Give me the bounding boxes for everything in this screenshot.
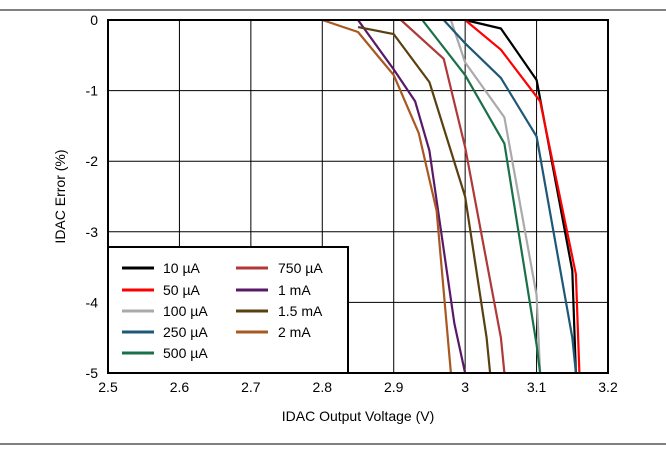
series-line — [421, 19, 542, 374]
legend: 10 µA 50 µA 100 µA 250 µA 500 µA 750 µA 1 mA 1.… — [107, 246, 349, 374]
legend-label: 10 µA — [163, 260, 201, 276]
x-axis-label: IDAC Output Voltage (V) — [282, 408, 435, 424]
x-tick-labels: 2.5 2.6 2.7 2.8 2.9 3 3.1 3.2 — [98, 379, 618, 395]
x-tick-label: 2.8 — [313, 379, 333, 395]
legend-label: 2 mA — [278, 324, 311, 340]
series-layer — [321, 18, 581, 374]
y-tick-label: -5 — [86, 365, 99, 381]
legend-label: 250 µA — [163, 324, 208, 340]
y-tick-labels: 0 -1 -2 -3 -4 -5 — [86, 12, 99, 381]
x-tick-label: 3 — [461, 379, 469, 395]
series-line — [357, 19, 467, 374]
x-tick-label: 3.1 — [527, 379, 547, 395]
series-line — [321, 18, 452, 374]
series-line — [464, 18, 577, 374]
y-axis-label: IDAC Error (%) — [52, 149, 68, 243]
series-line — [449, 19, 542, 374]
y-tick-label: 0 — [90, 12, 98, 28]
legend-label: 50 µA — [163, 282, 201, 298]
x-tick-label: 3.2 — [598, 379, 618, 395]
series-line — [400, 19, 506, 374]
y-tick-label: -3 — [86, 224, 99, 240]
y-tick-label: -2 — [86, 153, 99, 169]
x-tick-label: 2.6 — [170, 379, 190, 395]
series-line — [357, 26, 492, 374]
legend-label: 500 µA — [163, 345, 208, 361]
legend-label: 750 µA — [278, 260, 323, 276]
plot-frame — [107, 19, 609, 374]
series-line — [464, 19, 581, 374]
x-tick-label: 2.9 — [384, 379, 404, 395]
x-tick-label: 2.5 — [98, 379, 118, 395]
legend-label: 1 mA — [278, 282, 311, 298]
legend-label: 1.5 mA — [278, 303, 323, 319]
y-tick-label: -4 — [86, 294, 99, 310]
legend-label: 100 µA — [163, 303, 208, 319]
x-tick-label: 2.7 — [241, 379, 261, 395]
y-tick-label: -1 — [86, 83, 99, 99]
series-line — [442, 19, 577, 374]
